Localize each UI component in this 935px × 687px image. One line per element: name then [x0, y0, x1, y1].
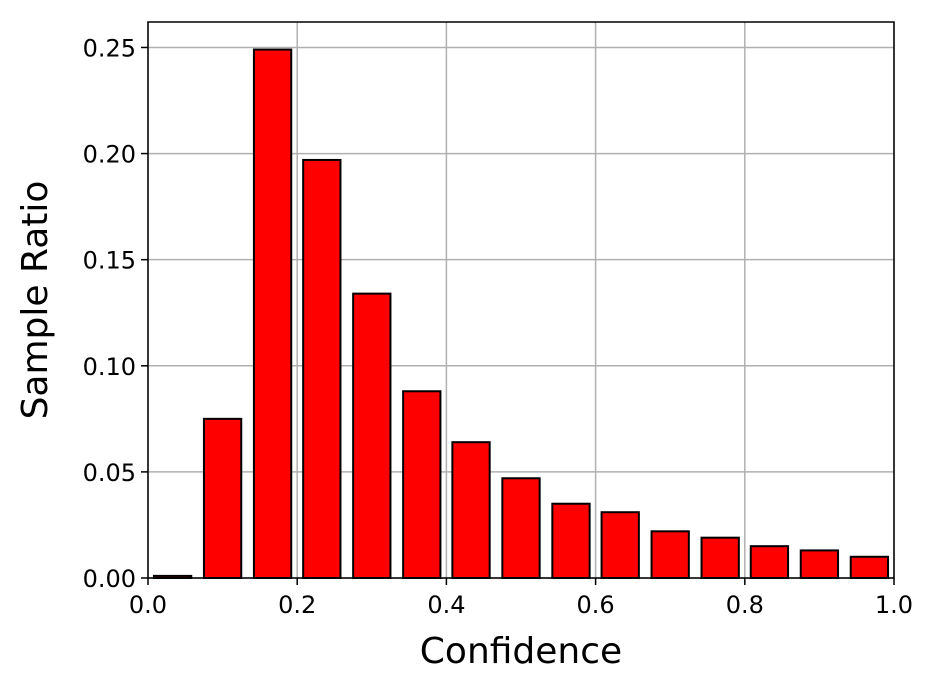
bar: [650, 530, 690, 580]
x-tick-label: 1.0: [875, 591, 913, 619]
x-tick-label: 0.4: [427, 591, 465, 619]
bar: [352, 292, 392, 579]
x-axis-label: Confidence: [420, 631, 622, 672]
bar: [451, 441, 491, 579]
bars: [152, 48, 890, 580]
y-tick-label: 0.10: [83, 353, 136, 381]
bar: [700, 536, 740, 579]
plot-frame: [147, 21, 895, 579]
y-tick-label: 0.00: [83, 565, 136, 593]
y-axis-label: Sample Ratio: [15, 181, 56, 420]
y-axis-ticks: 0.00 0.05 0.10 0.15 0.20 0.25: [83, 34, 148, 593]
y-tick-label: 0.20: [83, 141, 136, 169]
bar: [551, 502, 591, 579]
x-axis-ticks: 0.0 0.2 0.4 0.6 0.8 1.0: [129, 578, 913, 619]
y-tick-label: 0.05: [83, 459, 136, 487]
bar: [799, 549, 840, 580]
x-tick-label: 0.8: [726, 591, 764, 619]
y-tick-label: 0.25: [83, 34, 136, 62]
x-tick-label: 0.6: [577, 591, 615, 619]
x-tick-label: 0.2: [278, 591, 316, 619]
y-tick-label: 0.15: [83, 247, 136, 275]
x-tick-label: 0.0: [129, 591, 167, 619]
bar: [252, 48, 293, 580]
bar: [202, 417, 243, 579]
bar: [302, 158, 342, 579]
bar: [600, 511, 640, 580]
bar: [749, 545, 790, 580]
bar: [402, 390, 442, 580]
bar: [849, 555, 890, 579]
bar: [501, 477, 541, 580]
